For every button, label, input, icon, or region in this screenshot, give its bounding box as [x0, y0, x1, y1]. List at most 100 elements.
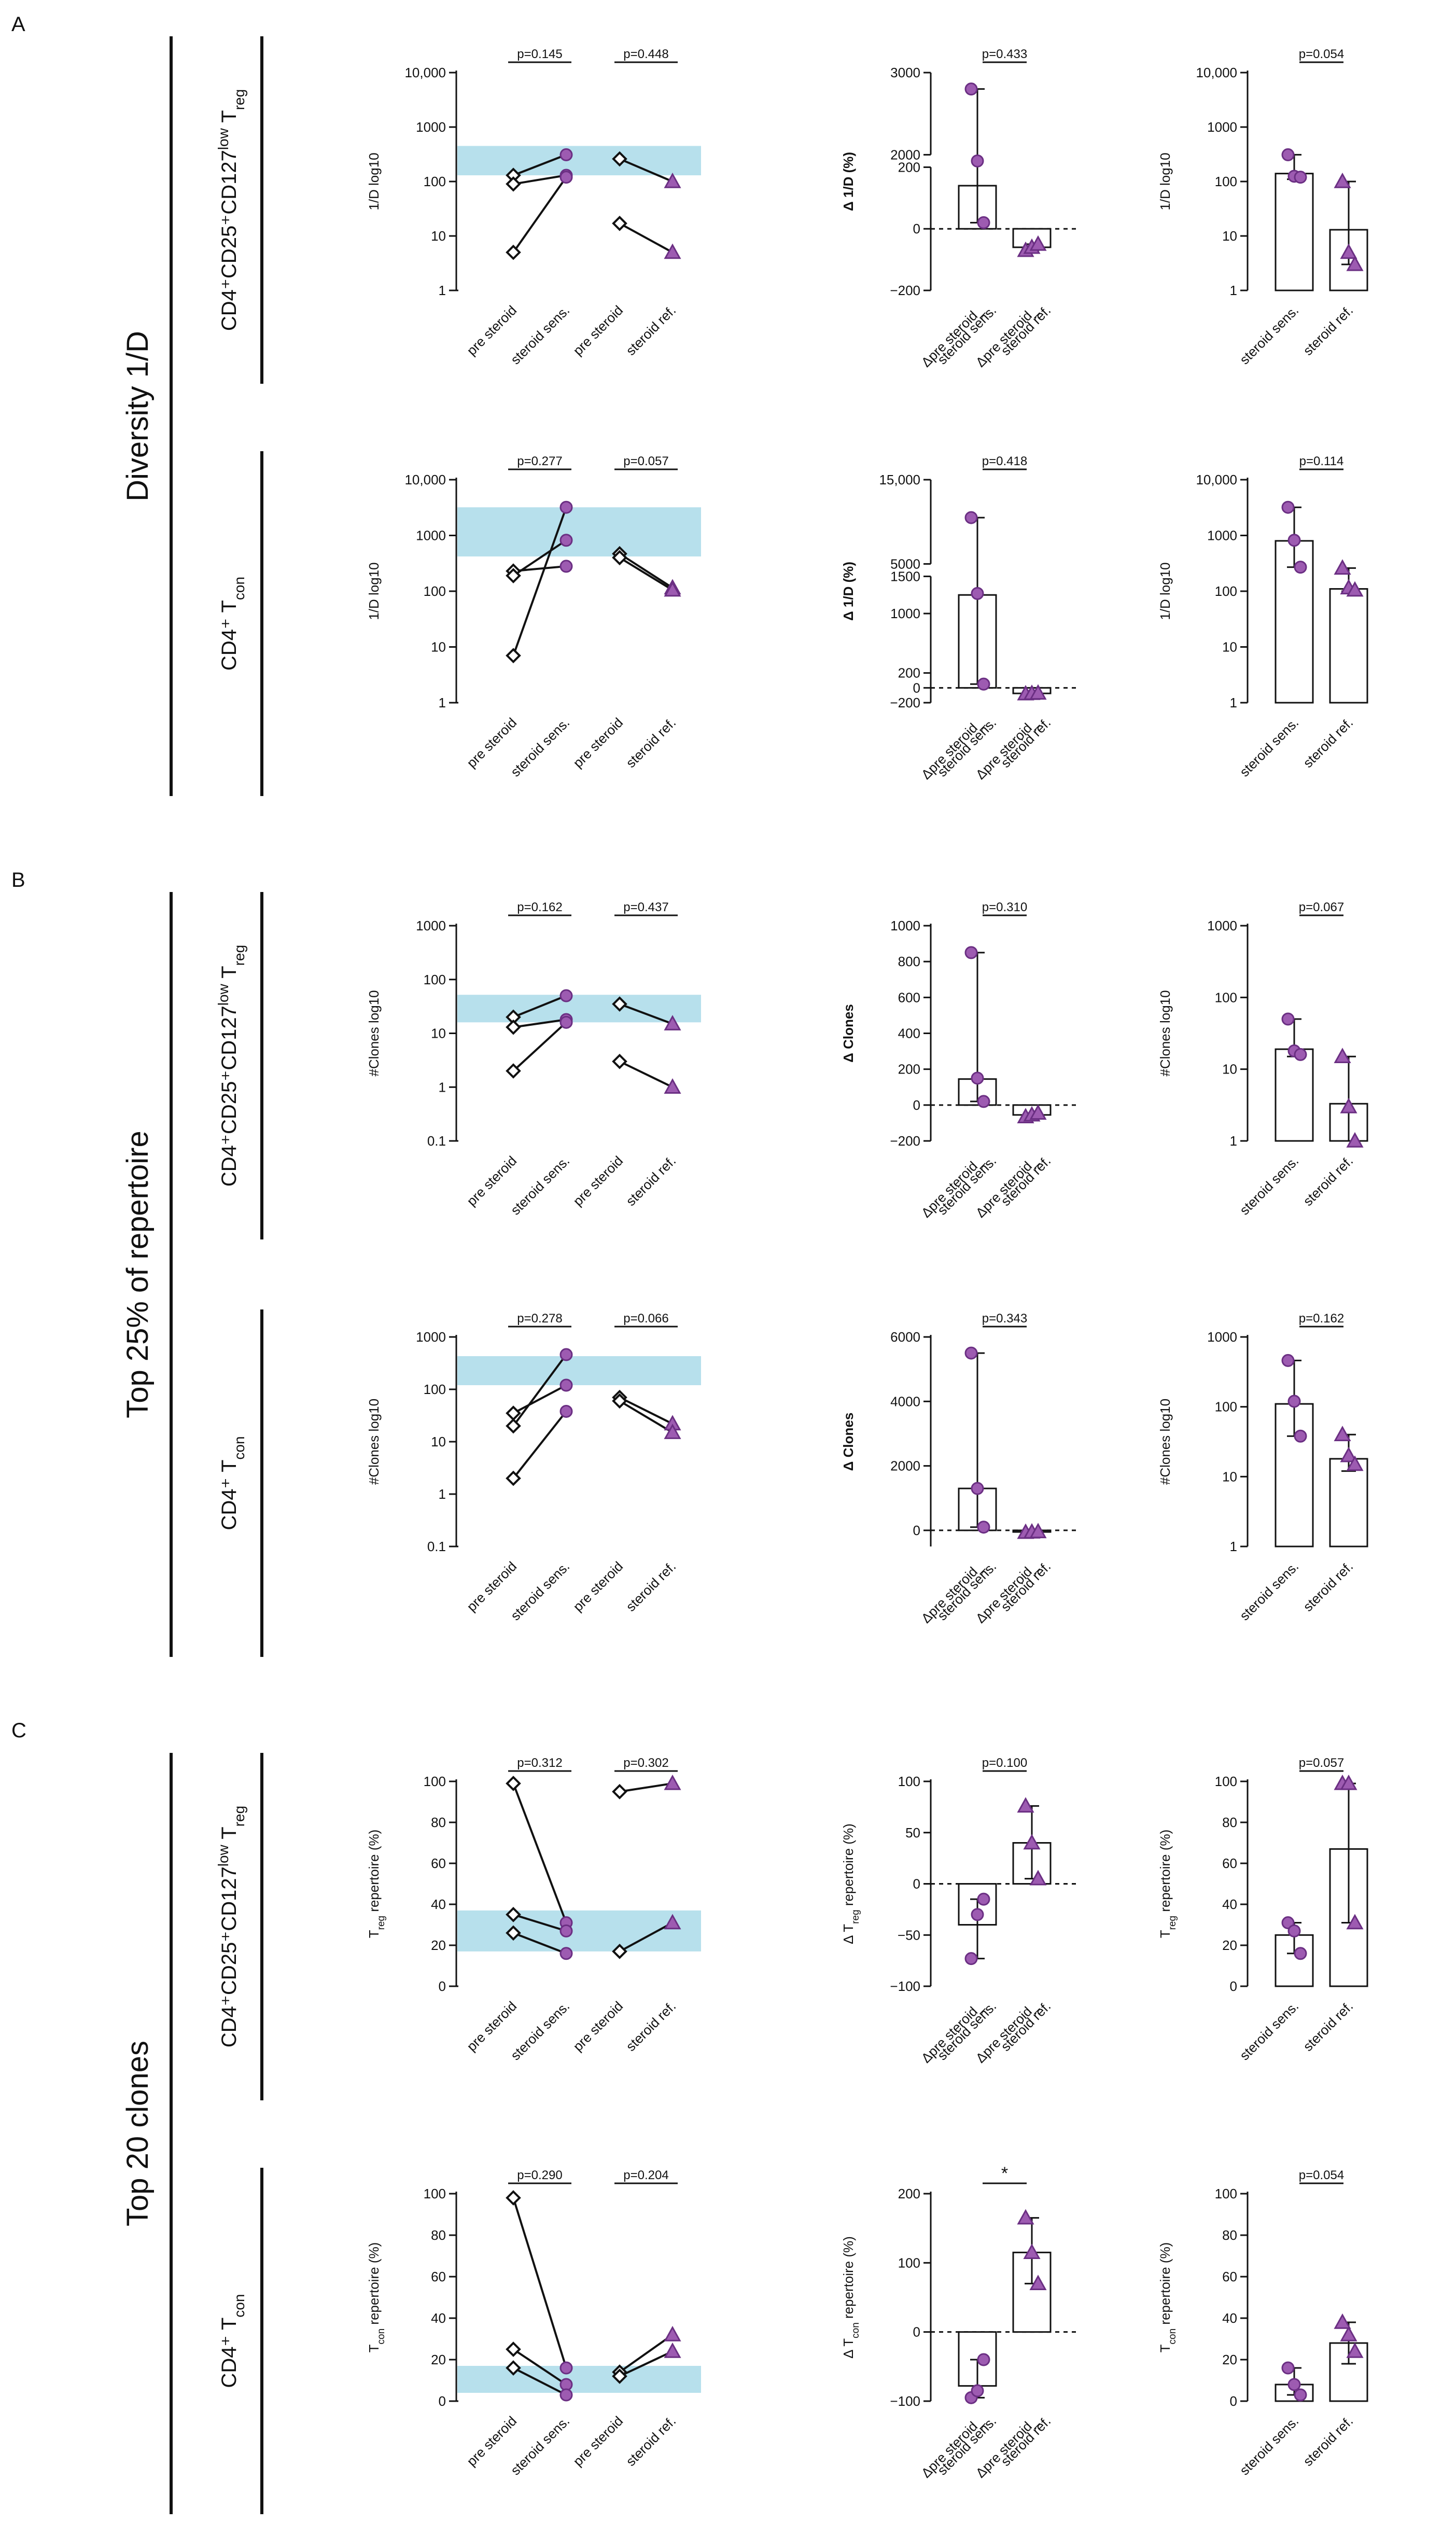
y-tick-label: 60 — [1222, 2269, 1237, 2284]
x-tick-label: steroid ref. — [1300, 2413, 1356, 2469]
y-tick-label: 10,000 — [404, 65, 446, 80]
x-tick-label: pre steroid — [570, 1998, 626, 2054]
data-line-sens — [513, 2367, 567, 2396]
steroid-ref-marker — [664, 172, 681, 188]
pre-steroid-marker — [506, 1470, 521, 1486]
pre-steroid-marker — [506, 1906, 521, 1922]
p-value-label: p=0.204 — [623, 2168, 668, 2182]
y-tick-label: −200 — [890, 283, 920, 298]
data-line-ref — [619, 2350, 673, 2377]
steroid-ref-marker — [1334, 559, 1351, 575]
data-line-sens — [512, 507, 567, 656]
row-label-main: CD4⁺ T — [218, 600, 241, 671]
y-axis-label: Δ Clones — [841, 1004, 856, 1063]
p-value-label: p=0.312 — [517, 1756, 562, 1770]
y-tick-label: 40 — [431, 1897, 446, 1912]
y-tick-label: 3000 — [890, 65, 920, 80]
steroid-sens-marker — [977, 2353, 990, 2366]
pre-steroid-marker — [612, 1783, 627, 1800]
steroid-ref-marker — [1023, 2243, 1041, 2260]
y-tick-label: 100 — [424, 174, 446, 189]
row-label-sup: low — [215, 128, 231, 150]
steroid-ref-marker — [664, 1078, 681, 1094]
y-axis-label: 1/D log10 — [366, 152, 382, 210]
steroid-ref-marker — [1340, 243, 1357, 259]
steroid-ref-marker — [1334, 2313, 1351, 2329]
y-label-sub: con — [850, 2322, 861, 2338]
row-label-sub: reg — [231, 945, 247, 966]
data-line-sens — [512, 2197, 567, 2368]
x-tick-label: steroid ref. — [623, 302, 679, 358]
row-label-treg: CD4⁺CD25⁺CD127low Treg — [215, 1806, 247, 2047]
y-axis-label: Treg repertoire (%) — [366, 1830, 387, 1939]
y-tick-label: 15,000 — [879, 472, 920, 487]
paired-plot-C2-paired: 0 20 40 60 80 100 Tcon repertoire (%) pre stero… — [366, 2168, 701, 2478]
y-label-suffix: repertoire (%) — [841, 1823, 856, 1909]
x-tick-label: steroid ref. — [1300, 1153, 1356, 1209]
y-tick-label: 1 — [1230, 283, 1237, 298]
y-tick-label: 100 — [1215, 2186, 1237, 2201]
y-tick-label: 10 — [1222, 639, 1237, 655]
y-tick-label: 2000 — [890, 147, 920, 162]
y-tick-label: 0 — [1230, 2393, 1237, 2409]
y-label-main: T — [841, 1924, 856, 1932]
y-tick-label: −50 — [898, 1927, 920, 1943]
steroid-ref-marker — [664, 1914, 681, 1930]
p-value-label: p=0.437 — [623, 900, 668, 914]
y-label-sub: reg — [1167, 1916, 1178, 1930]
y-tick-label: 20 — [431, 2352, 446, 2367]
p-value-label: p=0.114 — [1299, 454, 1344, 468]
bar — [1329, 1458, 1368, 1548]
pre-steroid-marker — [506, 1418, 521, 1434]
steroid-ref-marker — [1346, 1455, 1364, 1471]
data-line-sens — [512, 2348, 567, 2386]
steroid-ref-marker — [1017, 2209, 1034, 2225]
row-label-t: T — [218, 966, 241, 984]
x-tick-label: steroid ref. — [623, 2413, 679, 2469]
y-label-delta: Δ — [841, 1932, 856, 1944]
y-axis-label: Δ 1/D (%) — [841, 562, 856, 621]
data-line-ref — [619, 556, 674, 591]
x-tick-label: pre steroid — [570, 715, 626, 771]
steroid-sens-marker — [559, 171, 573, 184]
y-tick-label: 20 — [1222, 1937, 1237, 1953]
steroid-sens-marker — [559, 2361, 573, 2375]
y-tick-label: 60 — [431, 1856, 446, 1871]
steroid-ref-marker — [1334, 172, 1351, 188]
bar-plot-C2-group: 0 20 40 60 80 100 Tcon repertoire (%) steroid s… — [1157, 2168, 1368, 2478]
data-line-ref — [619, 1782, 673, 1793]
p-value-label: p=0.278 — [517, 1312, 562, 1326]
steroid-ref-marker — [1029, 2275, 1047, 2291]
row-label-treg: CD4⁺CD25⁺CD127low Treg — [215, 945, 247, 1187]
pre-steroid-marker — [612, 2368, 627, 2384]
y-tick-label: 0 — [913, 1097, 920, 1113]
data-line-sens — [513, 995, 567, 1019]
data-line-ref — [619, 2334, 674, 2373]
steroid-sens-marker — [1294, 171, 1307, 184]
y-tick-label: 100 — [898, 1774, 920, 1789]
y-tick-label: 100 — [424, 2186, 446, 2201]
section-title: Diversity 1/D — [121, 331, 155, 501]
y-tick-label: 200 — [898, 2186, 920, 2201]
pre-steroid-marker — [506, 2360, 521, 2376]
steroid-sens-marker — [1281, 500, 1295, 514]
y-tick-label: 10,000 — [404, 472, 446, 487]
pre-steroid-marker — [506, 568, 521, 583]
pre-steroid-marker — [506, 648, 521, 663]
data-line-ref — [619, 222, 673, 254]
y-tick-label: 10 — [431, 228, 446, 244]
pre-steroid-marker — [612, 1393, 627, 1409]
steroid-ref-marker — [1029, 1104, 1047, 1120]
steroid-ref-marker — [1340, 2325, 1357, 2341]
y-label-main: T — [1157, 1930, 1173, 1938]
y-label-main: T — [841, 2338, 856, 2347]
y-tick-label: 100 — [1215, 1399, 1237, 1415]
steroid-sens-marker — [559, 1924, 573, 1937]
steroid-sens-marker — [559, 1947, 573, 1960]
row-label-main: CD4⁺CD25⁺CD127 — [218, 150, 241, 331]
steroid-sens-marker — [559, 500, 573, 514]
